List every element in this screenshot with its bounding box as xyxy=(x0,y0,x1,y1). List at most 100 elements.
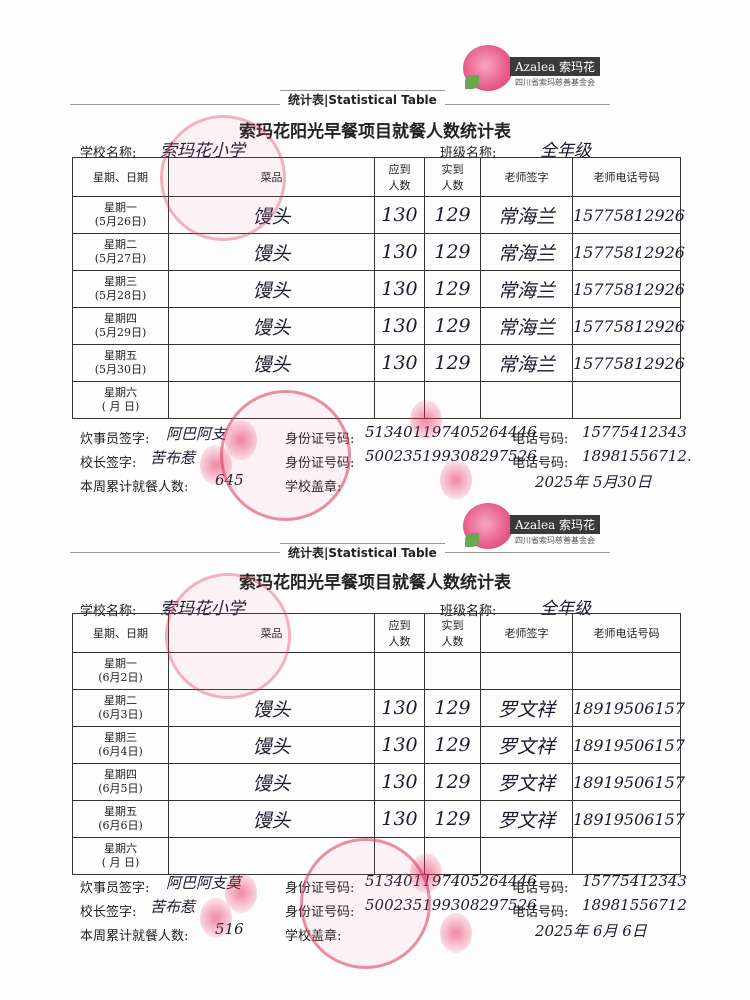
weekday: 星期三 xyxy=(104,275,137,288)
table-row: 星期一 (5月26日) 馒头 130 129 常海兰 15775812926 xyxy=(72,196,685,234)
column-header: 实到 人数 xyxy=(424,157,481,197)
phone-cell xyxy=(572,381,681,419)
dish-cell: 馒头 xyxy=(168,344,375,382)
logo-subtitle: 四川省索玛慈善基金会 xyxy=(515,78,595,87)
phone-cell: 15775812926 xyxy=(572,307,685,345)
dish-cell: 馒头 xyxy=(168,689,375,727)
fingerprint-mark xyxy=(200,898,232,938)
column-header: 老师电话号码 xyxy=(572,613,681,653)
table-header-row: 星期、日期 菜品 应到 人数 实到 人数 老师签字 老师电话号码 xyxy=(72,613,681,653)
leaf-icon xyxy=(465,75,479,89)
date: (5月28日) xyxy=(94,289,147,302)
column-header: 星期、日期 xyxy=(72,613,169,653)
logo-brand: Azalea 索玛花 xyxy=(510,515,601,534)
phone-cell: 15775812926 xyxy=(572,270,685,308)
weekday-date-cell: 星期四 (6月5日) xyxy=(72,763,169,801)
weekday: 星期四 xyxy=(104,312,137,325)
banner-label: 统计表|Statistical Table xyxy=(280,90,445,108)
logo-brand: Azalea 索玛花 xyxy=(510,57,601,76)
class-name-value: 全年级 xyxy=(540,141,591,161)
date: (6月5日) xyxy=(98,782,143,795)
school-seal-stamp xyxy=(300,838,431,969)
weekday: 星期五 xyxy=(104,349,137,362)
dish-cell: 馒头 xyxy=(168,763,375,801)
table-row: 星期二 (5月27日) 馒头 130 129 常海兰 15775812926 xyxy=(72,233,685,271)
logo-subtitle: 四川省索玛慈善基金会 xyxy=(515,536,595,545)
phone-cell: 15775812926 xyxy=(572,196,685,234)
table-row: 星期六( 月 日) xyxy=(72,381,681,419)
dish-cell: 馒头 xyxy=(168,270,375,308)
actual-cell: 129 xyxy=(424,344,481,382)
teacher-cell: 常海兰 xyxy=(480,233,573,271)
phone-cell: 15775812926 xyxy=(572,344,685,382)
actual-cell xyxy=(424,652,481,690)
phone-label: 电话号码: xyxy=(512,432,569,447)
fingerprint-mark xyxy=(410,853,442,893)
column-header: 星期、日期 xyxy=(72,157,169,197)
column-header: 老师电话号码 xyxy=(572,157,681,197)
banner-label: 统计表|Statistical Table xyxy=(280,543,445,561)
teacher-cell: 罗文祥 xyxy=(480,800,573,838)
teacher-cell: 常海兰 xyxy=(480,270,573,308)
weekday-date-cell: 星期三 (6月4日) xyxy=(72,726,169,764)
principal-phone-value: 18981556712 xyxy=(582,896,687,914)
expected-cell: 130 xyxy=(374,726,425,764)
cook-phone-value: 15775412343 xyxy=(582,423,687,441)
column-header: 老师签字 xyxy=(480,157,573,197)
weekday-date-cell: 星期一 (6月2日) xyxy=(72,652,169,690)
dish-cell: 馒头 xyxy=(168,307,375,345)
actual-cell: 129 xyxy=(424,800,481,838)
table-row: 星期四 (5月29日) 馒头 130 129 常海兰 15775812926 xyxy=(72,307,685,345)
weekday-date-cell: 星期一 (5月26日) xyxy=(72,196,169,234)
teacher-cell xyxy=(480,837,573,875)
weekday-date-cell: 星期五 (5月30日) xyxy=(72,344,169,382)
teacher-cell: 常海兰 xyxy=(480,307,573,345)
weekday-date-cell: 星期三 (5月28日) xyxy=(72,270,169,308)
cook-label: 炊事员签字: xyxy=(80,881,150,896)
cook-signature: 阿巴阿支莫 xyxy=(166,874,242,892)
sheet-title: 索玛花阳光早餐项目就餐人数统计表 xyxy=(239,122,511,142)
date: (6月3日) xyxy=(98,708,143,721)
principal-signature: 苦布惹 xyxy=(150,449,196,467)
fingerprint-mark xyxy=(225,420,257,460)
expected-cell xyxy=(374,652,425,690)
actual-cell: 129 xyxy=(424,270,481,308)
cook-label: 炊事员签字: xyxy=(80,432,150,447)
actual-cell: 129 xyxy=(424,233,481,271)
column-header: 实到 人数 xyxy=(424,613,481,653)
expected-cell: 130 xyxy=(374,307,425,345)
phone-cell xyxy=(572,837,681,875)
date: (5月27日) xyxy=(94,252,147,265)
table-row: 星期二 (6月3日) 馒头 130 129 罗文祥 18919506157 xyxy=(72,689,685,727)
report-date: 2025年 5月30日 xyxy=(535,473,652,491)
fingerprint-mark xyxy=(440,460,472,500)
phone-cell: 18919506157 xyxy=(572,689,685,727)
principal-phone-value: 18981556712. xyxy=(582,447,692,465)
teacher-cell: 常海兰 xyxy=(480,344,573,382)
weekday: 星期三 xyxy=(104,731,137,744)
date: ( 月 日) xyxy=(101,400,140,413)
cook-id-value: 513401197405264446 xyxy=(365,423,537,441)
weekday: 星期六 xyxy=(104,842,137,855)
weekday-date-cell: 星期二 (6月3日) xyxy=(72,689,169,727)
fingerprint-mark xyxy=(410,400,442,440)
weekday-date-cell: 星期六( 月 日) xyxy=(72,381,169,419)
attendance-table: 星期、日期 菜品 应到 人数 实到 人数 老师签字 老师电话号码 星期一 (6月2日) 星期二(… xyxy=(72,613,685,875)
school-seal-stamp xyxy=(160,115,286,241)
sheet-title: 索玛花阳光早餐项目就餐人数统计表 xyxy=(239,573,511,593)
actual-cell: 129 xyxy=(424,726,481,764)
weekday: 星期六 xyxy=(104,386,137,399)
weekday-date-cell: 星期二 (5月27日) xyxy=(72,233,169,271)
teacher-cell: 罗文祥 xyxy=(480,763,573,801)
expected-cell: 130 xyxy=(374,344,425,382)
table-row: 星期一 (6月2日) xyxy=(72,652,681,690)
principal-label: 校长签字: xyxy=(80,905,137,920)
dish-cell: 馒头 xyxy=(168,233,375,271)
phone-label: 电话号码: xyxy=(512,905,569,920)
phone-cell xyxy=(572,652,681,690)
statistics-sheet: Azalea 索玛花四川省索玛慈善基金会统计表|Statistical Tabl… xyxy=(0,0,750,521)
column-header: 老师签字 xyxy=(480,613,573,653)
phone-label: 电话号码: xyxy=(512,456,569,471)
principal-label: 校长签字: xyxy=(80,456,137,471)
actual-cell: 129 xyxy=(424,196,481,234)
